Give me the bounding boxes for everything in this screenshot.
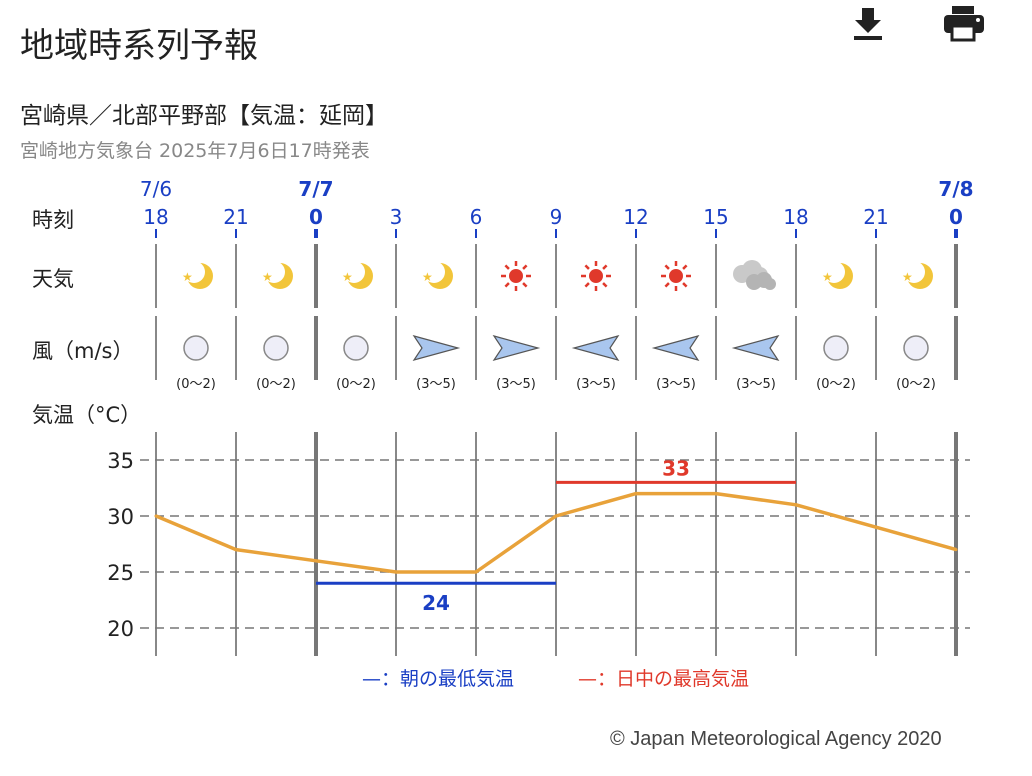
wind-speed-label: (3〜5) [416,377,456,392]
temperature-point [714,492,718,496]
y-tick-label: 20 [107,617,134,641]
svg-text:★: ★ [902,270,913,284]
clear-night-icon: ★ [262,261,293,289]
wind-speed-label: (0〜2) [256,377,296,392]
hour-label: 15 [703,205,728,229]
temperature-point [634,492,638,496]
temp-annotation-label: 33 [662,456,690,480]
region-title: 宮崎県／北部平野部【気温：延岡】 [20,103,388,129]
legend-max-label: —：日中の最高気温 [578,668,750,690]
wind-speed-label: (0〜2) [336,377,376,392]
legend-max-temp: —：日中の最高気温 [578,664,749,691]
row-label-weather: 天気 [32,267,74,291]
temperature-point [554,514,558,518]
download-icon[interactable] [848,4,888,44]
wind-arrow-icon [492,334,541,362]
wind-speed-label: (0〜2) [176,377,216,392]
wind-arrow-icon [651,334,700,362]
hour-label: 12 [623,205,648,229]
row-label-wind: 風（m/s） [32,339,133,363]
sunny-icon [501,261,531,291]
temperature-point [154,514,158,518]
hour-label: 21 [223,205,248,229]
y-tick-label: 30 [107,505,134,529]
temperature-point [234,548,238,552]
cloudy-icon [733,260,776,290]
wind-speed-label: (3〜5) [576,377,616,392]
date-label: 7/6 [140,177,172,201]
wind-speed-label: (3〜5) [656,377,696,392]
hour-label: 18 [143,205,168,229]
wind-speed-label: (0〜2) [816,377,856,392]
temperature-point [954,548,958,552]
row-label-temp: 気温（°C） [32,403,141,427]
legend-min-label: —：朝の最低気温 [362,668,515,690]
wind-speed-label: (3〜5) [496,377,536,392]
hour-label: 21 [863,205,888,229]
hour-label: 9 [550,205,563,229]
clear-night-icon: ★ [822,261,853,289]
svg-text:★: ★ [822,270,833,284]
issued-text: 宮崎地方気象台 2025年7月6日17時発表 [20,140,370,162]
clear-night-icon: ★ [422,261,453,289]
wind-calm-icon [183,335,209,361]
y-tick-label: 35 [107,449,134,473]
svg-text:★: ★ [262,270,273,284]
clear-night-icon: ★ [902,261,933,289]
svg-text:★: ★ [182,270,193,284]
wind-calm-icon [343,335,369,361]
wind-calm-icon [903,335,929,361]
temperature-point [394,570,398,574]
temperature-point [794,503,798,507]
hour-label: 0 [309,205,323,229]
sunny-icon [661,261,691,291]
date-label: 7/8 [938,177,973,201]
wind-speed-label: (0〜2) [896,377,936,392]
temp-annotation-label: 24 [422,591,450,615]
wind-calm-icon [823,335,849,361]
page-title: 地域時系列予報 [20,26,258,66]
copyright: © Japan Meteorological Agency 2020 [610,728,942,750]
wind-arrow-icon [412,334,461,362]
row-label-time: 時刻 [32,208,74,232]
hour-label: 6 [470,205,483,229]
legend-min-temp: —：朝の最低気温 [362,664,514,691]
clear-night-icon: ★ [182,261,213,289]
temperature-point [874,525,878,529]
temperature-point [474,570,478,574]
wind-arrow-icon [731,334,780,362]
date-label: 7/7 [298,177,333,201]
temperature-point [314,559,318,563]
wind-arrow-icon [571,334,620,362]
y-tick-label: 25 [107,561,134,585]
wind-speed-label: (3〜5) [736,377,776,392]
sunny-icon [581,261,611,291]
clear-night-icon: ★ [342,261,373,289]
svg-text:★: ★ [342,270,353,284]
printer-icon[interactable] [940,4,988,44]
hour-label: 18 [783,205,808,229]
hour-label: 0 [949,205,963,229]
wind-calm-icon [263,335,289,361]
svg-text:★: ★ [422,270,433,284]
hour-label: 3 [390,205,403,229]
